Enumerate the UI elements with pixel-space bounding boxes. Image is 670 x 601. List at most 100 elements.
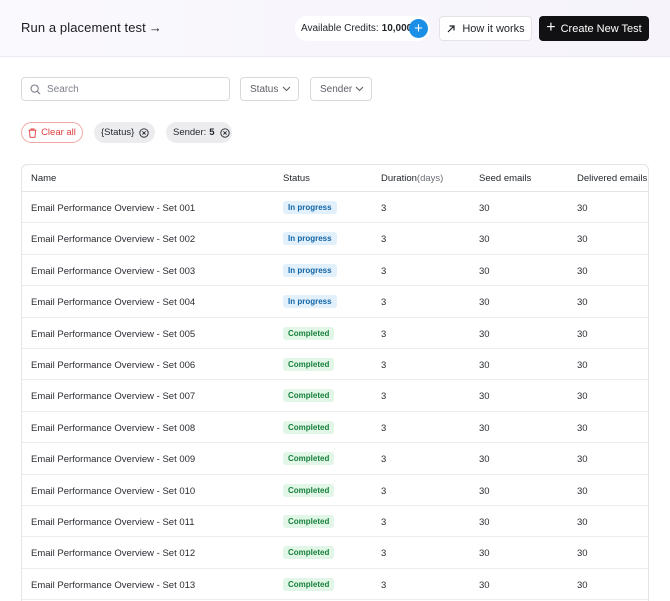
sender-filter-dropdown[interactable]: Sender xyxy=(310,77,372,101)
arrow-up-right-icon xyxy=(447,24,455,32)
table-row[interactable]: Email Performance Overview - Set 012 Comp… xyxy=(22,537,648,569)
status-badge: Completed xyxy=(283,514,335,528)
status-badge: Completed xyxy=(283,577,335,591)
table-row[interactable]: Email Performance Overview - Set 003 In p… xyxy=(22,255,648,287)
status-badge: Completed xyxy=(283,357,335,371)
duration-header-text: Duration xyxy=(381,173,417,184)
table-row[interactable]: Email Performance Overview - Set 013 Comp… xyxy=(22,569,648,601)
row-name: Email Performance Overview - Set 005 xyxy=(31,328,196,340)
row-duration: 3 xyxy=(381,203,387,214)
row-name: Email Performance Overview - Set 011 xyxy=(31,516,195,528)
sender-chip-label: Sender: xyxy=(173,127,207,138)
column-header-delivered-emails[interactable]: Delivered emails xyxy=(577,173,648,184)
row-status: Completed xyxy=(283,420,335,434)
status-filter-label: Status xyxy=(250,83,279,95)
row-status: Completed xyxy=(283,514,335,528)
status-badge: In progress xyxy=(283,295,337,309)
row-status: In progress xyxy=(283,201,337,214)
status-badge: In progress xyxy=(283,263,337,277)
row-delivered-emails: 30 xyxy=(577,548,588,560)
page-title-text: Run a placement test xyxy=(21,20,146,35)
row-delivered-emails: 30 xyxy=(577,265,588,277)
how-it-works-button[interactable]: How it works xyxy=(439,16,532,41)
sender-filter-chip: Sender: 5 xyxy=(166,122,232,143)
status-filter-dropdown[interactable]: Status xyxy=(240,77,299,101)
row-name: Email Performance Overview - Set 002 xyxy=(31,234,196,246)
row-duration: 3 xyxy=(381,422,387,434)
table-row[interactable]: Email Performance Overview - Set 001 In p… xyxy=(22,192,648,224)
row-seed-emails: 30 xyxy=(479,328,490,340)
column-header-seed-emails[interactable]: Seed emails xyxy=(479,173,532,184)
arrow-right-icon: → xyxy=(148,20,162,35)
column-header-status[interactable]: Status xyxy=(283,173,310,184)
row-seed-emails: 30 xyxy=(479,548,490,560)
row-seed-emails: 30 xyxy=(479,391,490,403)
search-icon xyxy=(30,83,41,94)
sender-filter-label: Sender xyxy=(320,83,353,95)
status-badge: Completed xyxy=(283,452,335,466)
search-box[interactable] xyxy=(21,77,230,101)
status-badge: Completed xyxy=(283,389,335,403)
credits-label: Available Credits: xyxy=(301,23,379,34)
table-row[interactable]: Email Performance Overview - Set 002 In p… xyxy=(22,223,648,255)
row-duration: 3 xyxy=(381,359,387,371)
row-duration: 3 xyxy=(381,391,387,403)
create-new-test-button[interactable]: + Create New Test xyxy=(539,16,649,41)
row-duration: 3 xyxy=(381,548,387,560)
row-duration: 3 xyxy=(381,328,387,340)
row-status: Completed xyxy=(283,357,335,371)
search-input[interactable] xyxy=(47,83,217,95)
row-name: Email Performance Overview - Set 013 xyxy=(31,579,196,591)
row-duration: 3 xyxy=(381,485,387,497)
clear-all-button[interactable]: Clear all xyxy=(21,122,83,143)
available-credits: Available Credits: 10,000 + xyxy=(295,16,430,41)
table-row[interactable]: Email Performance Overview - Set 005 Comp… xyxy=(22,318,648,349)
remove-status-filter-icon[interactable] xyxy=(139,127,149,138)
row-name: Email Performance Overview - Set 004 xyxy=(31,297,196,309)
create-new-test-label: Create New Test xyxy=(560,22,642,35)
table-row[interactable]: Email Performance Overview - Set 008 Comp… xyxy=(22,412,648,444)
column-header-name[interactable]: Name xyxy=(31,173,57,184)
row-name: Email Performance Overview - Set 010 xyxy=(31,485,196,497)
table-body: Email Performance Overview - Set 001 In p… xyxy=(22,192,648,601)
row-duration: 3 xyxy=(381,234,387,246)
table-row[interactable]: Email Performance Overview - Set 010 Comp… xyxy=(22,475,648,506)
row-delivered-emails: 30 xyxy=(577,454,588,466)
sender-chip-value: 5 xyxy=(209,127,215,138)
status-badge: In progress xyxy=(283,201,337,214)
status-badge: Completed xyxy=(283,546,335,560)
page-header: Run a placement test → Available Credits:… xyxy=(0,0,670,57)
remove-sender-filter-icon[interactable] xyxy=(219,127,230,138)
row-delivered-emails: 30 xyxy=(577,234,588,246)
row-status: Completed xyxy=(283,546,335,560)
row-delivered-emails: 30 xyxy=(577,391,588,403)
clear-all-label: Clear all xyxy=(41,127,76,138)
row-status: In progress xyxy=(283,232,337,246)
table-row[interactable]: Email Performance Overview - Set 006 Comp… xyxy=(22,349,648,381)
row-delivered-emails: 30 xyxy=(577,485,588,497)
row-seed-emails: 30 xyxy=(479,485,490,497)
add-credits-button[interactable]: + xyxy=(409,19,428,38)
table-row[interactable]: Email Performance Overview - Set 004 In p… xyxy=(22,286,648,318)
row-seed-emails: 30 xyxy=(479,516,490,528)
page-title[interactable]: Run a placement test → xyxy=(21,20,162,35)
row-status: In progress xyxy=(283,295,337,309)
row-name: Email Performance Overview - Set 006 xyxy=(31,359,196,371)
row-name: Email Performance Overview - Set 001 xyxy=(31,203,196,214)
column-header-duration[interactable]: Duration(days) xyxy=(381,173,443,184)
row-name: Email Performance Overview - Set 007 xyxy=(31,391,196,403)
row-duration: 3 xyxy=(381,454,387,466)
row-name: Email Performance Overview - Set 009 xyxy=(31,454,196,466)
chevron-down-icon xyxy=(282,86,291,92)
table-row[interactable]: Email Performance Overview - Set 011 Comp… xyxy=(22,506,648,538)
row-delivered-emails: 30 xyxy=(577,297,588,309)
table-row[interactable]: Email Performance Overview - Set 007 Comp… xyxy=(22,380,648,412)
credits-value: 10,000 xyxy=(381,23,413,34)
row-seed-emails: 30 xyxy=(479,359,490,371)
row-duration: 3 xyxy=(381,297,387,309)
trash-icon xyxy=(28,128,37,138)
row-seed-emails: 30 xyxy=(479,234,490,246)
status-filter-chip: {Status} xyxy=(94,122,155,143)
chevron-down-icon xyxy=(355,86,364,92)
table-row[interactable]: Email Performance Overview - Set 009 Comp… xyxy=(22,443,648,475)
